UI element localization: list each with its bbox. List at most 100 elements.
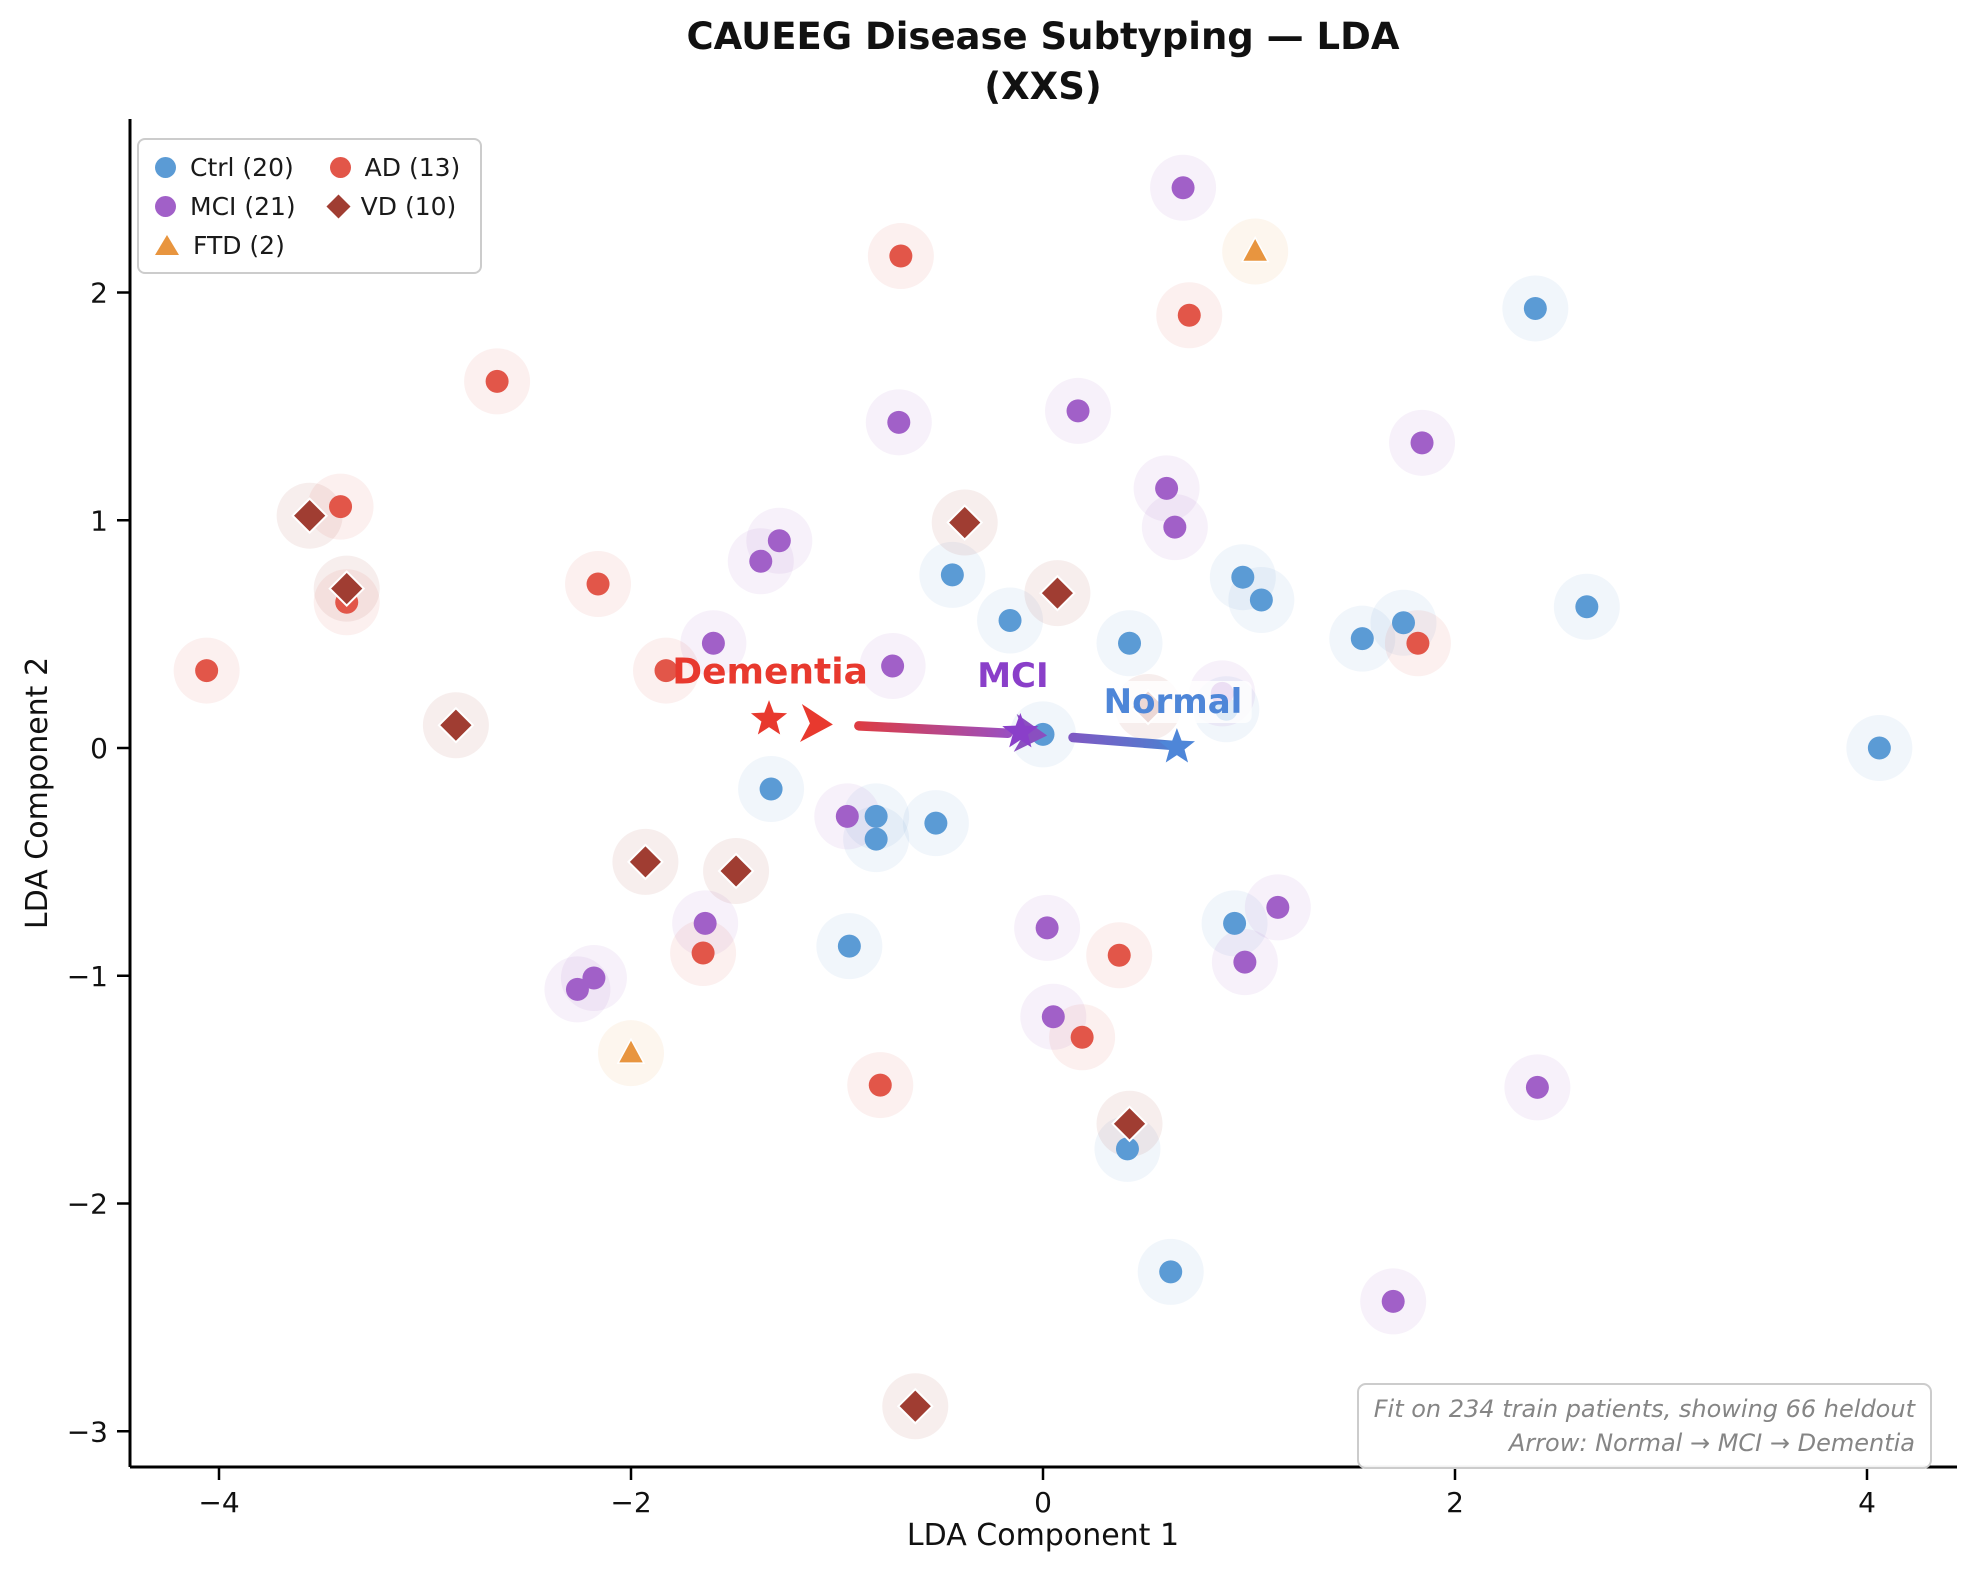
data-point-vd	[291, 497, 329, 535]
ad-circle-icon	[329, 156, 351, 178]
centroid-label-mci: MCI	[977, 656, 1049, 697]
data-point-mci	[1266, 895, 1290, 919]
data-point-ctrl	[1118, 631, 1142, 655]
data-point-ctrl	[1115, 1137, 1139, 1161]
data-point-mci	[1066, 399, 1090, 423]
x-tick-label: 0	[1034, 1486, 1052, 1519]
data-point-vd	[946, 504, 984, 541]
chart-title-line1: CAUEEG Disease Subtyping — LDA	[686, 15, 1400, 58]
data-point-ftd	[1240, 235, 1270, 263]
y-tick-label: 2	[90, 277, 108, 310]
data-point-ctrl	[759, 777, 783, 801]
legend-column-2: AD (13) VD (10)	[326, 152, 461, 260]
legend-item-vd: VD (10)	[326, 191, 461, 221]
data-point-ad	[1406, 631, 1430, 655]
point-halos	[173, 154, 1913, 1440]
data-point-mci	[1233, 950, 1257, 974]
data-point-ctrl	[940, 563, 964, 587]
annotation-line1: Fit on 234 train patients, showing 66 he…	[1373, 1395, 1915, 1423]
x-axis-label: LDA Component 1	[906, 1518, 1180, 1553]
data-point-vd	[896, 1387, 934, 1425]
annotation-box: Fit on 234 train patients, showing 66 he…	[1356, 1383, 1932, 1470]
legend-label-ctrl: Ctrl (20)	[190, 152, 294, 182]
chart-title: CAUEEG Disease Subtyping — LDA (XXS)	[243, 12, 1843, 112]
legend: Ctrl (20) MCI (21) FTD (2) AD (13) VD (1…	[137, 138, 483, 274]
data-point-mci	[881, 654, 905, 678]
data-point-mci	[693, 911, 717, 935]
centroid-star-mci	[1002, 713, 1039, 748]
data-point-ctrl	[1231, 565, 1255, 589]
legend-label-ad: AD (13)	[364, 152, 461, 182]
axes-spines	[128, 119, 1957, 1469]
arrow-shaft	[854, 721, 1013, 738]
legend-item-ftd: FTD (2)	[155, 230, 296, 260]
y-tick-label: −3	[67, 1415, 108, 1448]
data-point-mci	[1041, 1005, 1065, 1029]
data-point-ctrl	[998, 608, 1022, 632]
data-point-vd	[627, 843, 664, 881]
legend-item-mci: MCI (21)	[155, 191, 296, 221]
data-point-ad	[691, 941, 715, 965]
ftd-triangle-icon	[155, 235, 179, 255]
centroid-label-normal: Normal	[1094, 680, 1252, 723]
data-point-vd	[1039, 574, 1076, 612]
data-point-mci	[835, 804, 859, 828]
data-point-ctrl	[1575, 595, 1599, 619]
axis-ticks: −4 −2 0 2 4 2 1 0 −1 −2 −3	[67, 277, 1876, 1520]
data-point-mci	[1525, 1075, 1549, 1099]
vd-diamond-icon	[326, 193, 351, 219]
data-point-ctrl	[924, 811, 948, 835]
data-point-ctrl	[1223, 911, 1247, 935]
x-tick-label: −4	[198, 1486, 239, 1519]
data-point-ctrl	[864, 827, 888, 851]
data-point-ad	[485, 369, 509, 393]
chart-title-line2: (XXS)	[984, 64, 1102, 108]
x-tick-label: 2	[1446, 1486, 1464, 1519]
data-point-ad	[195, 659, 219, 683]
x-tick-label: 4	[1858, 1486, 1876, 1519]
data-point-mci	[1381, 1289, 1405, 1313]
data-point-ctrl	[1392, 611, 1415, 635]
data-point-ad	[329, 495, 353, 519]
data-point-mci	[565, 977, 589, 1001]
legend-column-1: Ctrl (20) MCI (21) FTD (2)	[155, 152, 296, 260]
data-point-vd	[1111, 1105, 1148, 1143]
data-point-ctrl	[837, 934, 861, 958]
annotation-line2: Arrow: Normal → MCI → Dementia	[1508, 1429, 1915, 1458]
data-point-mci	[582, 966, 606, 990]
data-point-mci	[1410, 431, 1434, 455]
legend-item-ad: AD (13)	[329, 152, 461, 182]
data-point-ad	[1070, 1025, 1094, 1049]
data-point-ftd	[616, 1037, 646, 1064]
data-point-vd	[437, 706, 475, 744]
y-tick-label: 0	[90, 732, 108, 765]
data-point-mci	[701, 631, 725, 655]
data-point-ad	[586, 572, 610, 596]
x-tick-label: −2	[610, 1486, 651, 1519]
data-point-mci	[1155, 476, 1179, 500]
data-point-ad	[889, 244, 913, 268]
data-point-mci	[1171, 176, 1195, 200]
arrow-head-icon	[799, 703, 833, 742]
centroid-label-dementia: Dementia	[672, 651, 868, 693]
data-point-ad	[868, 1073, 892, 1097]
ctrl-circle-icon	[155, 156, 176, 178]
data-point-mci	[767, 529, 791, 553]
data-point-mci	[1035, 916, 1059, 940]
data-point-ctrl	[1867, 736, 1891, 760]
data-point-mci	[749, 549, 773, 573]
data-point-ctrl	[1523, 296, 1547, 320]
legend-label-ftd: FTD (2)	[193, 230, 285, 260]
data-point-mci	[1163, 515, 1187, 539]
centroid-star-dementia	[750, 700, 788, 735]
data-point-vd	[328, 570, 366, 607]
data-point-ctrl	[1159, 1260, 1183, 1284]
mci-circle-icon	[155, 195, 176, 217]
legend-label-vd: VD (10)	[360, 191, 457, 221]
data-point-ctrl	[1249, 588, 1273, 612]
legend-item-ctrl: Ctrl (20)	[155, 152, 296, 182]
legend-label-mci: MCI (21)	[190, 191, 296, 221]
data-point-ad	[1107, 943, 1131, 967]
